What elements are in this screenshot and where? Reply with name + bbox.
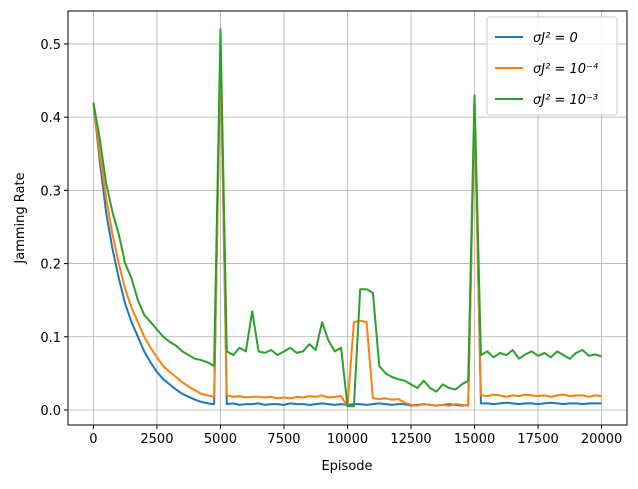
x-tick-label: 12500 — [390, 432, 431, 447]
series-line — [92, 28, 602, 408]
x-tick-label: 15000 — [454, 432, 495, 447]
x-tick-label: 10000 — [327, 432, 368, 447]
y-axis-label: Jamming Rate — [13, 172, 28, 264]
y-tick-label: 0.2 — [40, 258, 61, 273]
x-tick-label: 7500 — [267, 432, 300, 447]
x-tick-label: 5000 — [204, 432, 237, 447]
x-tick-label: 17500 — [517, 432, 558, 447]
x-tick-label: 0 — [89, 432, 97, 447]
y-tick-label: 0.1 — [40, 331, 61, 346]
legend-label: σJ² = 10⁻³ — [533, 93, 598, 108]
plot-frame — [67, 10, 628, 426]
legend-box — [486, 16, 618, 116]
x-tick-label: 2500 — [140, 432, 173, 447]
x-axis-label: Episode — [321, 459, 372, 474]
y-tick-label: 0.4 — [40, 111, 61, 126]
legend-label: σJ² = 0 — [533, 31, 578, 46]
y-tick-label: 0.3 — [40, 184, 61, 199]
y-tick-label: 0.5 — [40, 38, 61, 53]
legend: σJ² = 0 σJ² = 10⁻⁴ σJ² = 10⁻³ — [486, 16, 618, 116]
x-tick-label: 20000 — [581, 432, 622, 447]
legend-label: σJ² = 10⁻⁴ — [533, 62, 599, 77]
y-tick-label: 0.0 — [40, 404, 61, 419]
